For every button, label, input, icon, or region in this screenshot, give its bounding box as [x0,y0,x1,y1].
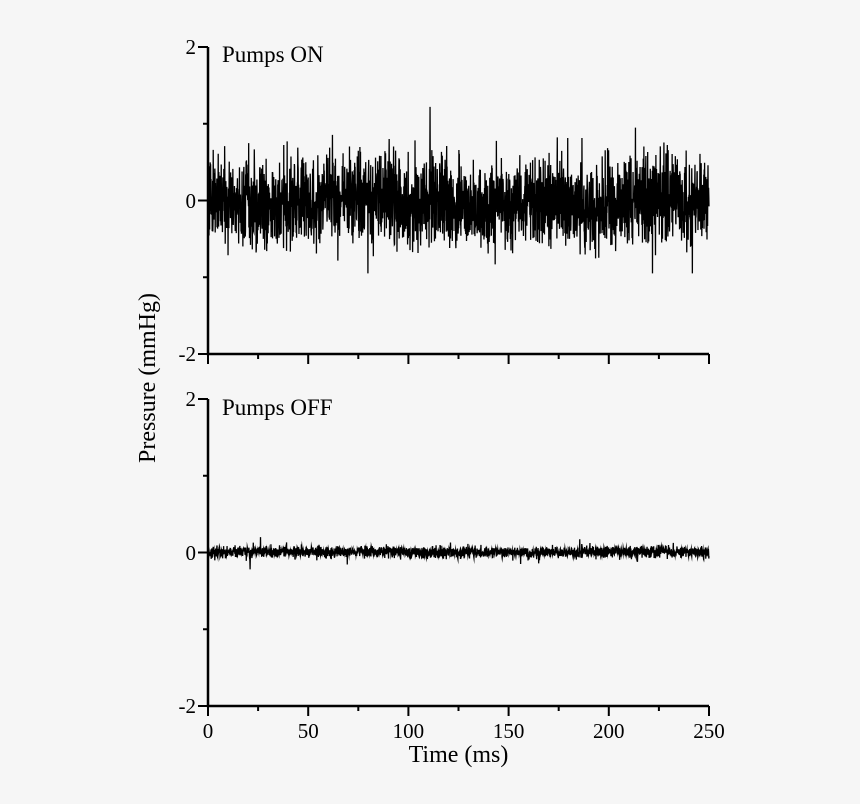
panel-title-pumps-on: Pumps ON [222,42,324,67]
y-tick-label: 2 [185,387,197,411]
x-tick-label: 200 [593,719,625,743]
pumps-off-plot-canvas [170,386,730,718]
y-tick-label: 0 [185,188,197,213]
x-tick-label: 150 [492,719,525,743]
y-tick-label: -2 [178,342,197,366]
y-tick-label: 0 [185,540,197,565]
pumps-on-plot-canvas [170,34,730,366]
x-axis-label: Time (ms) [408,742,509,768]
x-tick-label: 100 [392,719,425,743]
y-axis-label: Pressure (mmHg) [135,293,161,463]
x-tick-label: 0 [202,719,214,743]
y-tick-label: -2 [178,694,197,718]
y-tick-label: 2 [185,35,197,59]
panel-title-pumps-off: Pumps OFF [222,395,333,420]
x-tick-label: 250 [693,719,725,743]
x-tick-label: 50 [297,719,319,743]
